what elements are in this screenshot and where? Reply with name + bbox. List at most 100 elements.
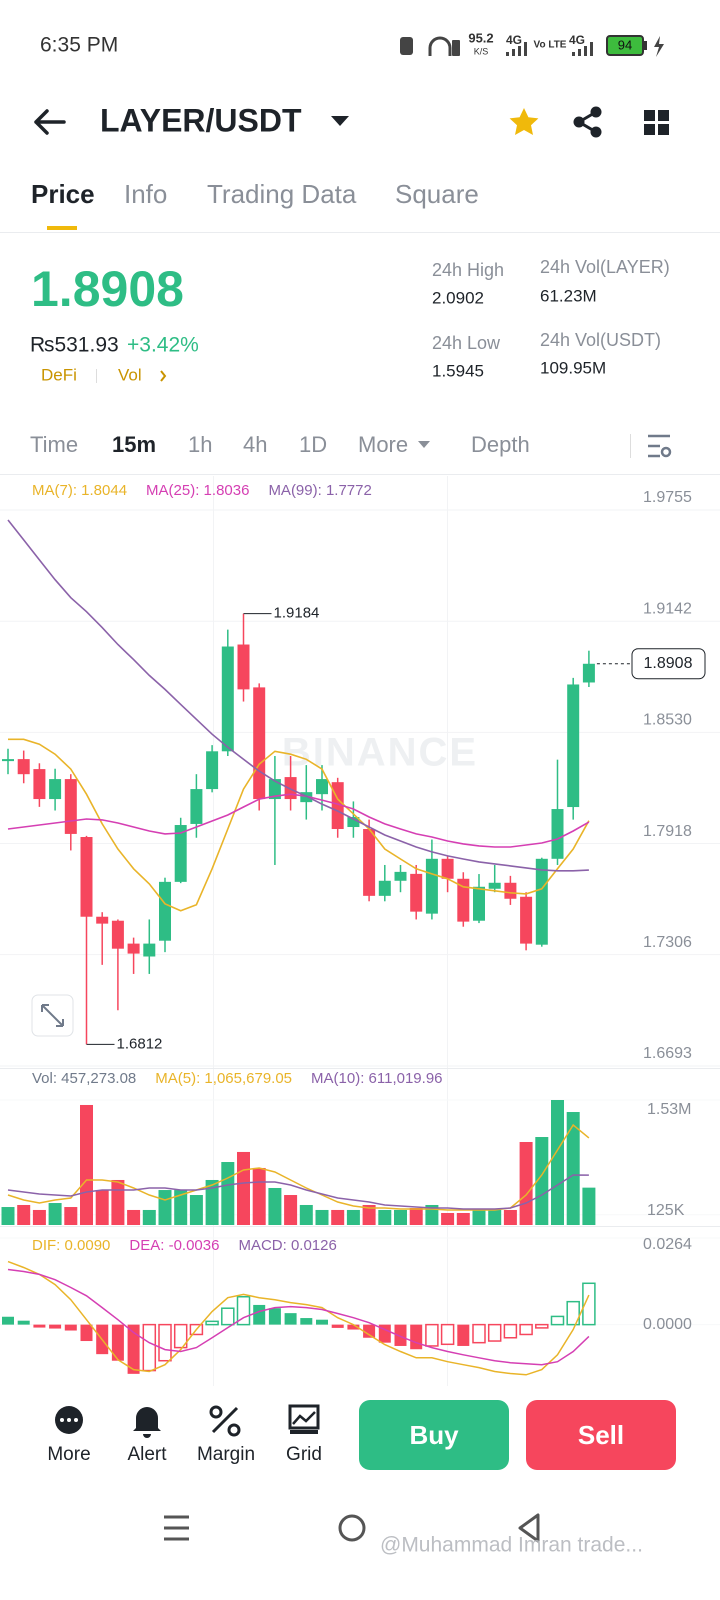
tag-separator (96, 369, 97, 383)
interval[interactable]: More (358, 432, 408, 457)
v-grid (447, 476, 448, 1386)
macd-bar (550, 1315, 565, 1326)
battery (606, 35, 644, 56)
y-tick-label: 0.0000 (643, 1316, 692, 1333)
macd-bar (566, 1300, 580, 1326)
nav-menu[interactable] (164, 1515, 189, 1541)
volte: Vo LTE (534, 40, 567, 51)
last-price: 1.8908 (31, 261, 184, 317)
candle-body (520, 896, 533, 944)
volume-ma-line (7, 1174, 589, 1210)
layout-button[interactable] (644, 110, 669, 135)
interval[interactable]: 15m (112, 432, 156, 457)
macd-bar (487, 1323, 502, 1342)
share-button[interactable] (573, 106, 602, 138)
pair-dropdown[interactable] (331, 116, 349, 126)
candle-body (567, 684, 580, 808)
stat-value: 109.95M (540, 358, 606, 377)
margin-icon[interactable] (209, 1405, 241, 1437)
action-label[interactable]: Grid (286, 1444, 322, 1465)
plot: 1.9755 1.9142 1.8530 1.7918 1.7306 1.6693 1.91… (0, 482, 720, 1376)
back-button[interactable] (34, 109, 66, 135)
stat-label: 24h Vol(LAYER) (540, 257, 670, 277)
macd-bar (457, 1324, 470, 1346)
volume-bar (519, 1141, 533, 1225)
charging-icon (654, 36, 664, 57)
macd-legend: MACD: 0.0126 (238, 1237, 336, 1254)
candle-body (347, 817, 360, 828)
volume-bar (205, 1179, 219, 1225)
expand-button[interactable] (31, 994, 74, 1037)
volume-bar (472, 1209, 486, 1225)
action-label[interactable]: Margin (197, 1444, 255, 1465)
macd-bar (472, 1323, 486, 1344)
macd-bar (535, 1323, 549, 1329)
macd-bar (519, 1323, 533, 1336)
interval[interactable]: 4h (243, 432, 267, 457)
buy-label[interactable]: Buy (409, 1420, 459, 1450)
y-tick-label: 1.8530 (643, 712, 692, 729)
volume-bar (425, 1204, 439, 1225)
divider (0, 474, 720, 475)
alert-icon[interactable] (133, 1407, 161, 1438)
tag[interactable]: DeFi (41, 365, 77, 384)
tab[interactable]: Price (31, 179, 95, 209)
candle-body (237, 644, 250, 690)
volume-bar (237, 1151, 250, 1225)
pair-title[interactable]: LAYER/USDT (100, 102, 302, 138)
volume-ma-line (7, 1123, 590, 1211)
watermark-text: @Muhammad Imran trade... (380, 1534, 643, 1557)
macd-bar (410, 1324, 423, 1350)
action-label[interactable]: More (47, 1444, 90, 1465)
tab[interactable]: Trading Data (207, 179, 357, 209)
macd-legend: DIF: 0.0090 (32, 1237, 110, 1254)
interval[interactable]: Time (30, 432, 78, 457)
macd-bar (127, 1324, 140, 1374)
tab[interactable]: Info (124, 179, 167, 209)
macd-legend: DEA: -0.0036 (129, 1237, 219, 1254)
candle-body (2, 759, 14, 762)
favorite-star[interactable] (509, 108, 539, 135)
volume-bar (582, 1187, 596, 1225)
volume-bar (331, 1209, 345, 1225)
headphone-icon (428, 36, 452, 56)
sell-button[interactable] (526, 1400, 676, 1470)
volume-bar (503, 1209, 517, 1225)
candle-body (33, 769, 46, 800)
macd-bar (33, 1324, 46, 1328)
network-type: 4G (506, 33, 522, 47)
candle-body (425, 858, 438, 914)
macd-bar (347, 1324, 360, 1330)
sell-label[interactable]: Sell (578, 1420, 624, 1450)
volume-legend: Vol: 457,273.08 (32, 1070, 136, 1087)
tab[interactable]: Square (395, 179, 479, 209)
nav-back[interactable] (518, 1513, 540, 1543)
interval[interactable]: 1h (188, 432, 212, 457)
y-tick-label: 125K (647, 1202, 685, 1219)
price-change: +3.42% (127, 334, 199, 357)
signal-icon (506, 42, 527, 56)
more-icon[interactable] (55, 1406, 83, 1434)
y-tick-label: 1.7306 (643, 934, 692, 951)
volume-bar (32, 1209, 46, 1225)
buy-button[interactable] (359, 1400, 509, 1470)
interval[interactable]: Depth (471, 432, 530, 457)
action-label[interactable]: Alert (127, 1444, 167, 1465)
candle-body (49, 779, 62, 800)
battery-small (452, 40, 460, 56)
status-time: 6:35 PM (40, 34, 118, 57)
panel-divider (0, 1226, 720, 1227)
divider (0, 232, 720, 233)
interval[interactable]: 1D (299, 432, 327, 457)
volume-bar (95, 1190, 109, 1225)
volume-bar (17, 1204, 31, 1225)
grid-icon[interactable] (288, 1404, 320, 1434)
macd-bar (378, 1324, 391, 1343)
ma-line (8, 738, 590, 912)
candle-body (300, 792, 313, 803)
nav-home[interactable] (338, 1514, 366, 1542)
chart-settings[interactable] (648, 434, 672, 458)
fiat-price: ₨531.93 (30, 334, 119, 357)
macd-bar (64, 1324, 77, 1331)
tag[interactable]: Vol (118, 365, 142, 384)
